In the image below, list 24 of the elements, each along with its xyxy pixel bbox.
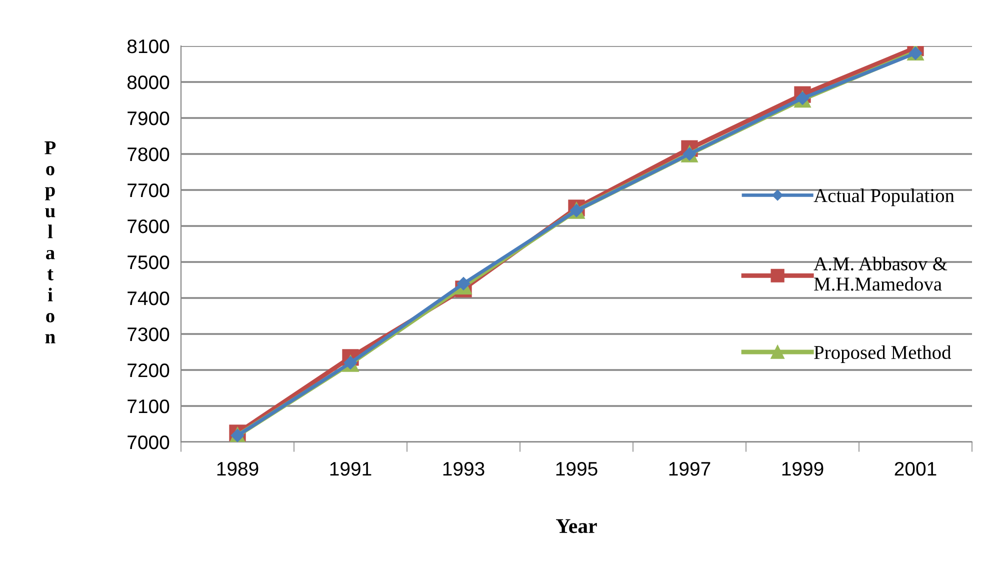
y-tick-label: 7800: [128, 147, 170, 162]
y-tick-label: 7600: [128, 219, 170, 234]
y-tick-label: 7900: [128, 111, 170, 126]
x-tick-label: 2001: [894, 462, 936, 476]
x-axis-title: Year: [556, 519, 597, 534]
x-tick-label: 1991: [330, 462, 372, 476]
legend-label: Proposed Method: [814, 345, 952, 363]
x-tick-label: 1999: [782, 462, 824, 476]
y-tick-label: 7700: [128, 183, 170, 198]
y-tick-label: 7000: [128, 435, 170, 450]
y-tick-label: 7500: [128, 255, 170, 270]
y-tick-label: 7200: [128, 363, 170, 378]
x-tick-label: 1997: [669, 462, 710, 476]
y-tick-label: 7300: [128, 327, 170, 342]
x-tick-label: 1993: [443, 462, 484, 476]
x-tick-label: 1989: [217, 462, 258, 476]
y-tick-label: 8100: [127, 39, 170, 54]
text: Population: [44, 141, 56, 344]
legend-label: A.M. Abbasov & M.H.Mamedova: [814, 256, 948, 291]
y-tick-label: 7400: [128, 291, 170, 306]
x-tick-label: 1995: [556, 462, 598, 476]
y-tick-label: 8000: [127, 75, 170, 90]
y-tick-label: 7100: [128, 399, 170, 414]
legend-label: Actual Population: [814, 188, 954, 206]
